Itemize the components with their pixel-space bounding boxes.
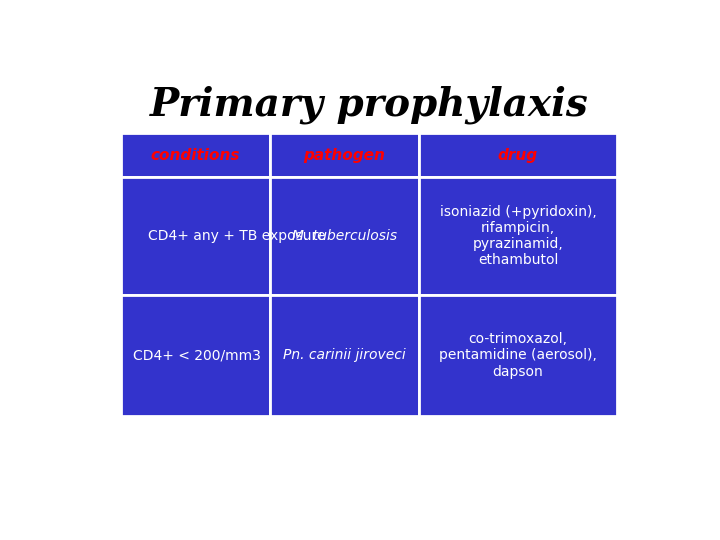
Text: conditions: conditions	[150, 148, 240, 163]
Bar	[418, 295, 617, 416]
Bar	[270, 133, 418, 177]
Bar	[121, 295, 270, 416]
Text: Primary prophylaxis: Primary prophylaxis	[150, 85, 588, 124]
Bar	[270, 295, 418, 416]
Text: pathogen: pathogen	[303, 148, 385, 163]
Text: CD4+ < 200/mm3: CD4+ < 200/mm3	[132, 348, 261, 362]
Bar	[418, 177, 617, 295]
Bar	[121, 177, 270, 295]
Bar	[418, 133, 617, 177]
Text: drug: drug	[498, 148, 538, 163]
Text: M. tuberculosis: M. tuberculosis	[292, 229, 397, 243]
Text: Pn. carinii jiroveci: Pn. carinii jiroveci	[283, 348, 405, 362]
Text: isoniazid (+pyridoxin),
rifampicin,
pyrazinamid,
ethambutol: isoniazid (+pyridoxin), rifampicin, pyra…	[440, 205, 596, 267]
Bar	[121, 133, 270, 177]
Text: co-trimoxazol,
pentamidine (aerosol),
dapson: co-trimoxazol, pentamidine (aerosol), da…	[439, 332, 597, 379]
Bar	[270, 177, 418, 295]
Text: CD4+ any + TB exposure: CD4+ any + TB exposure	[148, 229, 325, 243]
